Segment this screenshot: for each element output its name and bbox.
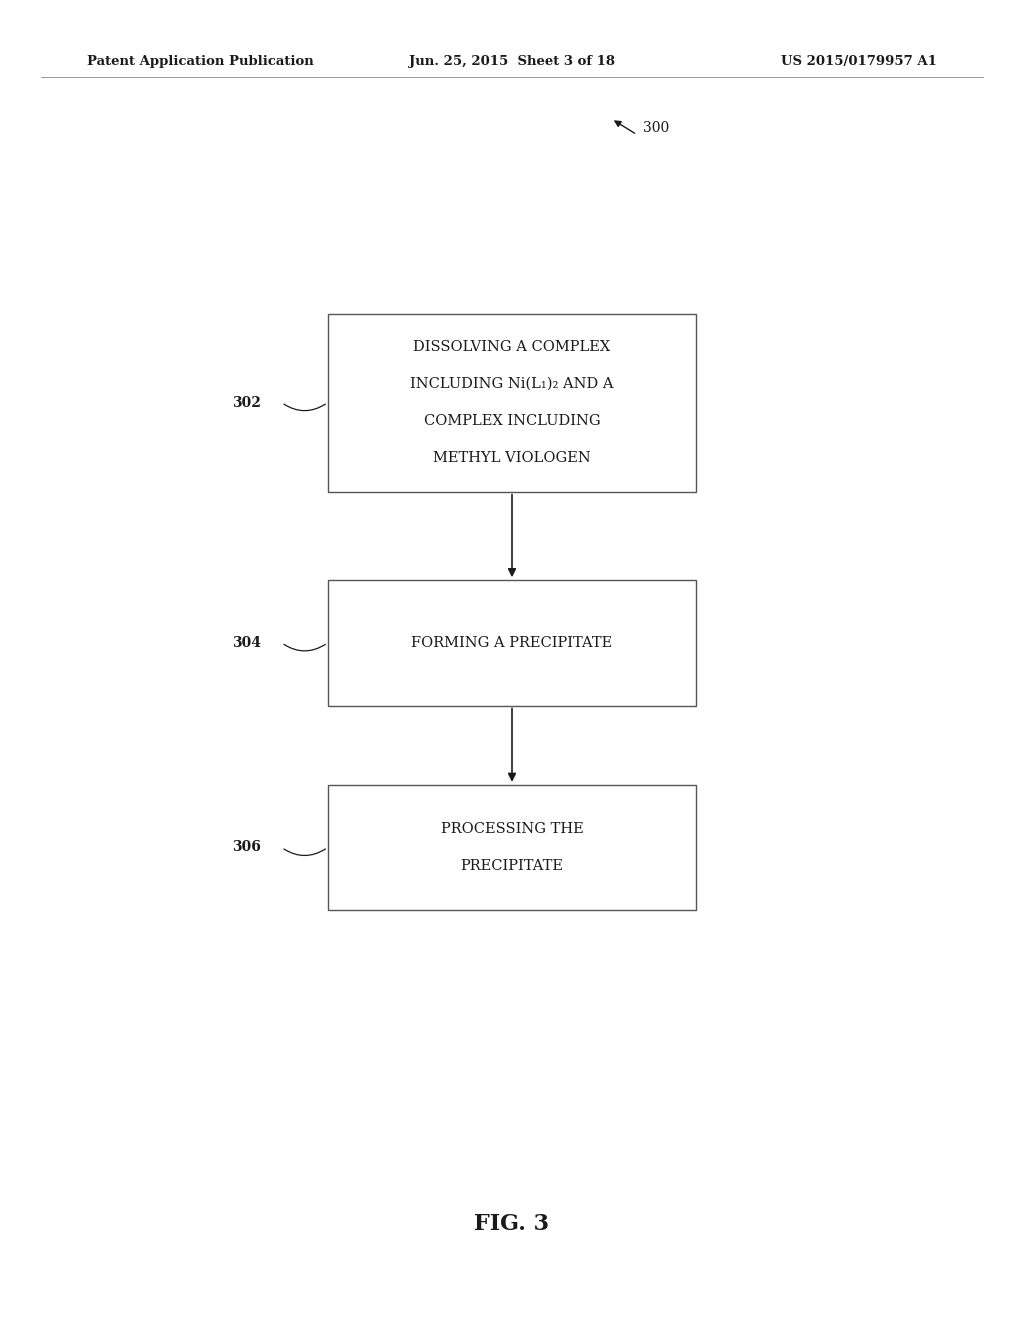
Text: PROCESSING THE: PROCESSING THE [440,822,584,836]
Bar [328,314,696,492]
Text: DISSOLVING A COMPLEX: DISSOLVING A COMPLEX [414,341,610,354]
Text: Jun. 25, 2015  Sheet 3 of 18: Jun. 25, 2015 Sheet 3 of 18 [409,55,615,69]
Text: Patent Application Publication: Patent Application Publication [87,55,313,69]
Text: METHYL VIOLOGEN: METHYL VIOLOGEN [433,451,591,465]
Text: 306: 306 [232,841,261,854]
Text: PRECIPITATE: PRECIPITATE [461,859,563,873]
Text: FORMING A PRECIPITATE: FORMING A PRECIPITATE [412,636,612,649]
Text: US 2015/0179957 A1: US 2015/0179957 A1 [781,55,937,69]
Text: 300: 300 [643,121,670,135]
Text: 302: 302 [232,396,261,409]
Text: 304: 304 [232,636,261,649]
Text: INCLUDING Ni(L₁)₂ AND A: INCLUDING Ni(L₁)₂ AND A [411,378,613,391]
Text: COMPLEX INCLUDING: COMPLEX INCLUDING [424,414,600,428]
Text: FIG. 3: FIG. 3 [474,1213,550,1234]
Bar [328,581,696,705]
Bar [328,784,696,911]
